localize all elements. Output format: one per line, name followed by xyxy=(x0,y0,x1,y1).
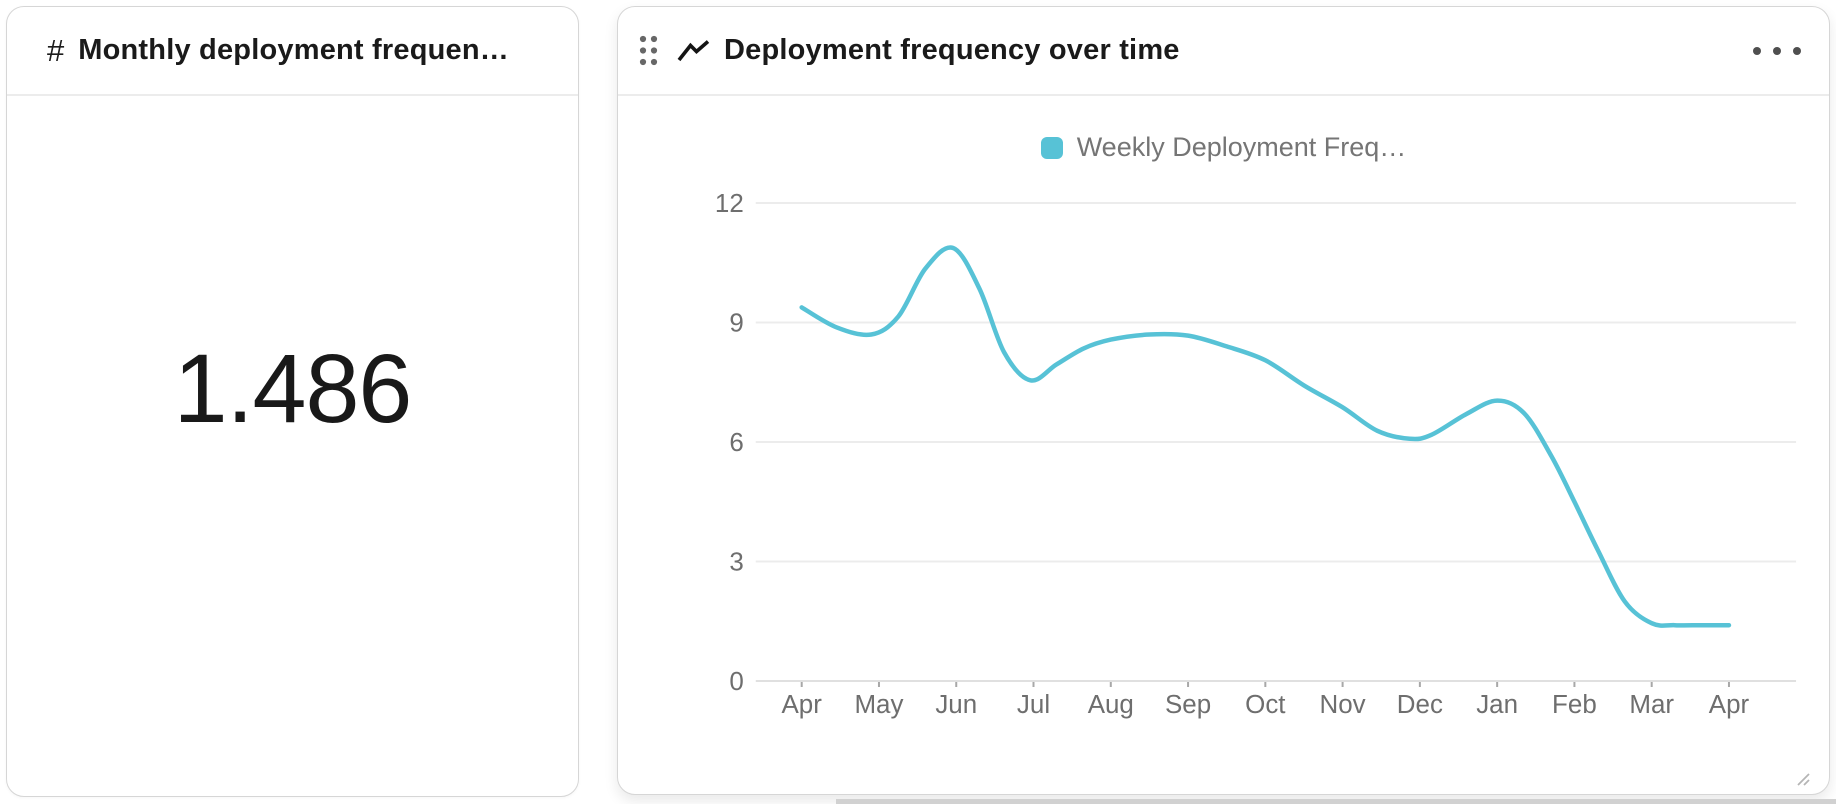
chart-widget-title: Deployment frequency over time xyxy=(724,34,1180,66)
svg-text:Apr: Apr xyxy=(1709,689,1750,719)
svg-text:Nov: Nov xyxy=(1320,689,1366,719)
legend-label: Weekly Deployment Freq… xyxy=(1076,132,1407,162)
svg-text:12: 12 xyxy=(715,188,744,218)
svg-text:Dec: Dec xyxy=(1397,689,1443,719)
metric-widget-card: # Monthly deployment frequen… 1.486 xyxy=(6,6,579,797)
resize-handle-icon[interactable] xyxy=(1794,770,1811,787)
menu-dot xyxy=(1773,46,1781,55)
trend-line-icon xyxy=(677,39,710,61)
metric-body: 1.486 xyxy=(7,96,578,798)
chart-widget-card: Deployment frequency over time Weekly De… xyxy=(617,6,1830,795)
legend-swatch xyxy=(1040,136,1063,159)
hash-icon: # xyxy=(47,32,65,68)
more-options-button[interactable] xyxy=(1741,37,1813,65)
chart-legend[interactable]: Weekly Deployment Freq… xyxy=(618,132,1829,163)
svg-text:Feb: Feb xyxy=(1552,689,1597,719)
svg-text:Jun: Jun xyxy=(935,689,977,719)
chart-card-header: Deployment frequency over time xyxy=(618,7,1829,96)
menu-dot xyxy=(1793,46,1801,55)
drag-handle-icon[interactable] xyxy=(639,35,658,66)
svg-text:Jan: Jan xyxy=(1476,689,1518,719)
svg-text:9: 9 xyxy=(729,307,743,337)
svg-text:May: May xyxy=(854,689,903,719)
svg-text:Apr: Apr xyxy=(782,689,823,719)
svg-text:Aug: Aug xyxy=(1088,689,1134,719)
metric-card-header: # Monthly deployment frequen… xyxy=(7,7,578,96)
svg-text:Jul: Jul xyxy=(1017,689,1050,719)
svg-text:Mar: Mar xyxy=(1629,689,1674,719)
line-chart: 0 3 6 9 12 Apr May Jun Jul Aug Sep Oct Nov Dec Jan Feb M… xyxy=(715,188,1797,719)
chart-area: Weekly Deployment Freq… 0 3 6 9 12 Apr May Jun J… xyxy=(618,96,1829,794)
metric-value: 1.486 xyxy=(173,334,413,443)
svg-text:Oct: Oct xyxy=(1245,689,1286,719)
svg-text:3: 3 xyxy=(729,546,743,576)
svg-text:Sep: Sep xyxy=(1165,689,1211,719)
menu-dot xyxy=(1753,46,1761,55)
metric-widget-title: Monthly deployment frequen… xyxy=(78,34,509,66)
partial-widget-below-edge xyxy=(836,799,1836,804)
svg-text:6: 6 xyxy=(729,427,743,457)
svg-text:0: 0 xyxy=(729,666,743,696)
